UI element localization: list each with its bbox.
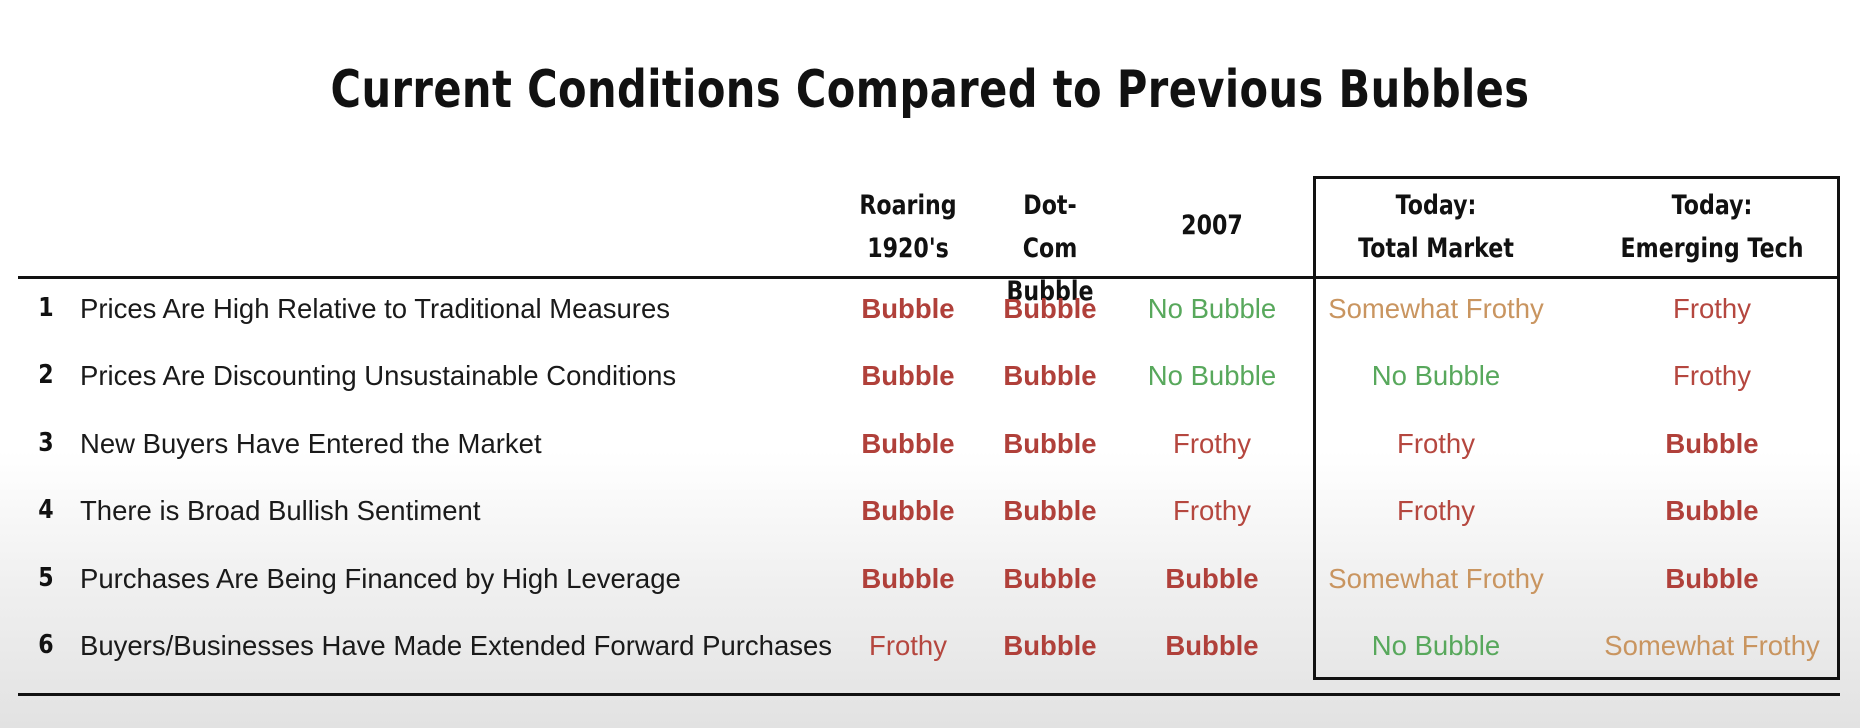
table-cell-today_emerging: Bubble bbox=[1665, 562, 1759, 594]
row-number: 3 bbox=[38, 427, 54, 458]
table-cell-today_total: Somewhat Frothy bbox=[1328, 293, 1544, 324]
column-header-today-total: Today: Total Market bbox=[1338, 184, 1535, 270]
table-cell-today_total: Frothy bbox=[1397, 427, 1475, 459]
row-number: 4 bbox=[38, 495, 54, 526]
table-cell-y2007: Bubble bbox=[1165, 562, 1259, 594]
bottom-rule bbox=[18, 693, 1840, 696]
row-label: New Buyers Have Entered the Market bbox=[80, 427, 542, 459]
table-cell-dotcom: Bubble bbox=[1003, 427, 1097, 459]
today-highlight-box bbox=[1313, 176, 1840, 680]
table-cell-y2007: Bubble bbox=[1165, 630, 1259, 661]
column-header-line: Today: bbox=[1395, 190, 1477, 221]
table-cell-today_emerging: Bubble bbox=[1665, 427, 1759, 459]
table-cell-today_total: No Bubble bbox=[1371, 360, 1501, 392]
row-number: 6 bbox=[38, 630, 54, 660]
row-label: Prices Are Discounting Unsustainable Con… bbox=[80, 360, 677, 392]
table-cell-y2007: Frothy bbox=[1173, 495, 1251, 527]
table-cell-dotcom: Bubble bbox=[1003, 495, 1097, 527]
row-label: There is Broad Bullish Sentiment bbox=[80, 495, 481, 527]
table-cell-today_emerging: Frothy bbox=[1673, 360, 1751, 392]
table-cell-roaring: Bubble bbox=[861, 495, 955, 527]
table-cell-dotcom: Bubble bbox=[1003, 360, 1097, 392]
table-cell-y2007: Frothy bbox=[1173, 427, 1251, 459]
table-cell-today_total: Somewhat Frothy bbox=[1328, 562, 1544, 594]
column-header-line: Total Market bbox=[1358, 233, 1514, 264]
row-label: Purchases Are Being Financed by High Lev… bbox=[80, 562, 681, 594]
table-cell-y2007: No Bubble bbox=[1147, 360, 1277, 392]
table-cell-roaring: Frothy bbox=[869, 630, 947, 661]
table-cell-today_emerging: Frothy bbox=[1673, 293, 1751, 324]
column-header-line: 1920's bbox=[867, 233, 949, 264]
column-header-roaring: Roaring 1920's bbox=[859, 184, 957, 270]
column-header-line: Bubble bbox=[1006, 276, 1094, 307]
column-header-line: Roaring bbox=[859, 190, 957, 221]
table-cell-today_total: No Bubble bbox=[1371, 630, 1501, 661]
column-header-line: 2007 bbox=[1181, 210, 1243, 241]
header-rule bbox=[18, 276, 1840, 279]
table-cell-dotcom: Bubble bbox=[1003, 293, 1097, 324]
row-label: Buyers/Businesses Have Made Extended For… bbox=[80, 630, 833, 661]
row-number: 2 bbox=[38, 360, 54, 391]
table-cell-roaring: Bubble bbox=[861, 293, 955, 324]
column-header-line: Dot-Com bbox=[1022, 190, 1078, 264]
column-header-line: Emerging Tech bbox=[1620, 233, 1804, 264]
table-cell-today_emerging: Somewhat Frothy bbox=[1604, 630, 1820, 661]
table-cell-roaring: Bubble bbox=[861, 562, 955, 594]
column-header-2007: 2007 bbox=[1163, 204, 1261, 247]
chart-title: Current Conditions Compared to Previous … bbox=[330, 60, 1530, 120]
row-number: 5 bbox=[38, 562, 54, 593]
column-header-today-emerging: Today: Emerging Tech bbox=[1614, 184, 1811, 270]
row-label: Prices Are High Relative to Traditional … bbox=[80, 293, 670, 324]
table-cell-roaring: Bubble bbox=[861, 427, 955, 459]
table-cell-today_emerging: Bubble bbox=[1665, 495, 1759, 527]
column-header-dotcom: Dot-Com Bubble bbox=[1001, 184, 1099, 313]
row-number: 1 bbox=[38, 293, 54, 323]
table-cell-dotcom: Bubble bbox=[1003, 562, 1097, 594]
table-cell-dotcom: Bubble bbox=[1003, 630, 1097, 661]
table-cell-y2007: No Bubble bbox=[1147, 293, 1277, 324]
table-cell-today_total: Frothy bbox=[1397, 495, 1475, 527]
table-cell-roaring: Bubble bbox=[861, 360, 955, 392]
column-header-line: Today: bbox=[1671, 190, 1753, 221]
